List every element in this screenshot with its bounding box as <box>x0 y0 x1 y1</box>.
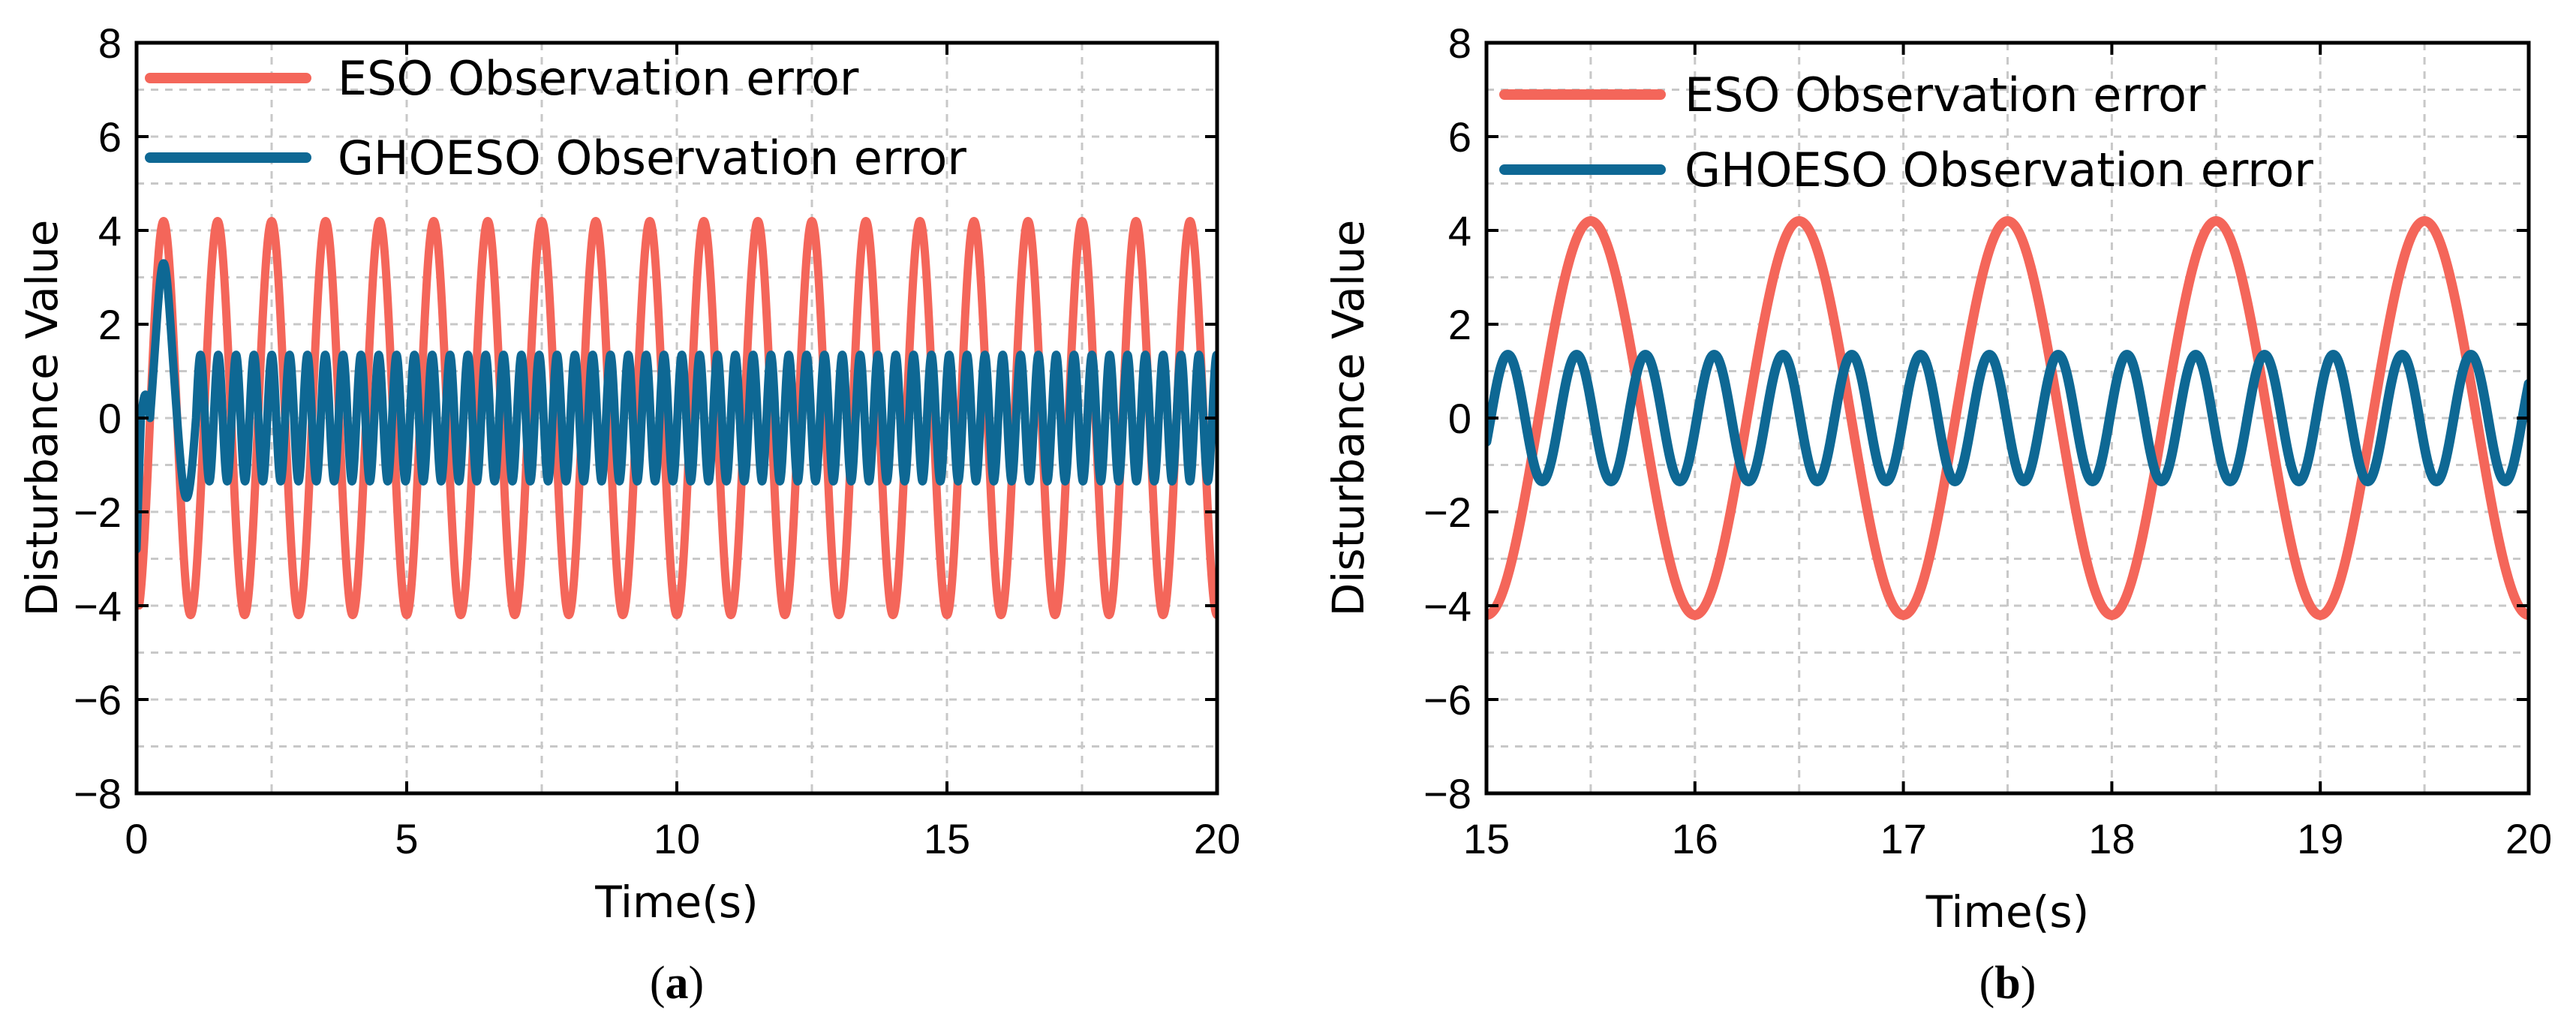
y-tick-label: −6 <box>1423 676 1471 724</box>
legend-label-eso: ESO Observation error <box>1685 68 2206 122</box>
legend-label-ghoeso: GHOESO Observation error <box>338 131 966 185</box>
series-line-ghoeso-b <box>1486 350 2529 486</box>
x-axis-a: 0 5 10 15 20 <box>125 43 1240 862</box>
legend-a: ESO Observation error GHOESO Observation … <box>145 51 966 185</box>
x-tick-label: 19 <box>2297 815 2343 862</box>
y-tick-label: −2 <box>74 489 122 536</box>
y-axis-a: 8 6 4 2 0 −2 −4 −6 −8 <box>74 20 1217 817</box>
series-group-b <box>1486 216 2529 620</box>
x-tick-label: 16 <box>1672 815 1718 862</box>
y-tick-label: 8 <box>98 20 122 67</box>
y-tick-label: 6 <box>98 113 122 161</box>
panel-caption-a: (a) <box>650 958 704 1009</box>
legend-label-ghoeso: GHOESO Observation error <box>1685 143 2313 197</box>
y-tick-label: 4 <box>98 207 122 254</box>
x-tick-label: 17 <box>1880 815 1926 862</box>
y-tick-label: 4 <box>1448 207 1471 254</box>
x-tick-label: 10 <box>654 815 700 862</box>
legend-label-eso: ESO Observation error <box>338 51 859 106</box>
panel-caption-letter: b <box>1994 958 2020 1009</box>
y-tick-label: 2 <box>98 301 122 348</box>
x-tick-label: 5 <box>395 815 418 862</box>
y-tick-label: 8 <box>1448 20 1471 67</box>
series-line-eso-b <box>1486 216 2529 620</box>
x-tick-label: 20 <box>1194 815 1240 862</box>
panel-caption-letter: a <box>666 958 689 1009</box>
x-axis-b: 15 16 17 18 19 20 <box>1463 43 2552 862</box>
y-tick-label: 0 <box>1448 395 1471 442</box>
series-line-eso-a <box>137 217 1217 619</box>
x-axis-title: Time(s) <box>594 877 758 928</box>
legend-b: ESO Observation error GHOESO Observation … <box>1499 68 2313 197</box>
y-axis-title: Disturbance Value <box>17 220 68 617</box>
y-tick-label: −8 <box>74 770 122 817</box>
x-tick-label: 20 <box>2505 815 2552 862</box>
y-tick-label: 6 <box>1448 113 1471 161</box>
y-tick-label: −4 <box>1423 582 1471 630</box>
x-axis-title: Time(s) <box>1925 886 2089 937</box>
y-tick-label: −8 <box>1423 770 1471 817</box>
x-tick-label: 0 <box>125 815 148 862</box>
y-tick-label: 0 <box>98 395 122 442</box>
x-tick-label: 18 <box>2088 815 2135 862</box>
y-tick-label: −6 <box>74 676 122 724</box>
series-line-ghoeso-a <box>137 259 1217 554</box>
y-tick-label: −2 <box>1423 489 1471 536</box>
series-group-a <box>137 217 1217 619</box>
panel-caption-b: (b) <box>1979 958 2036 1009</box>
y-axis-b: 8 6 4 2 0 −2 −4 −6 −8 <box>1423 20 2529 817</box>
y-tick-label: 2 <box>1448 301 1471 348</box>
x-tick-label: 15 <box>924 815 970 862</box>
y-axis-title: Disturbance Value <box>1323 220 1374 617</box>
y-tick-label: −4 <box>74 582 122 630</box>
x-tick-label: 15 <box>1463 815 1510 862</box>
